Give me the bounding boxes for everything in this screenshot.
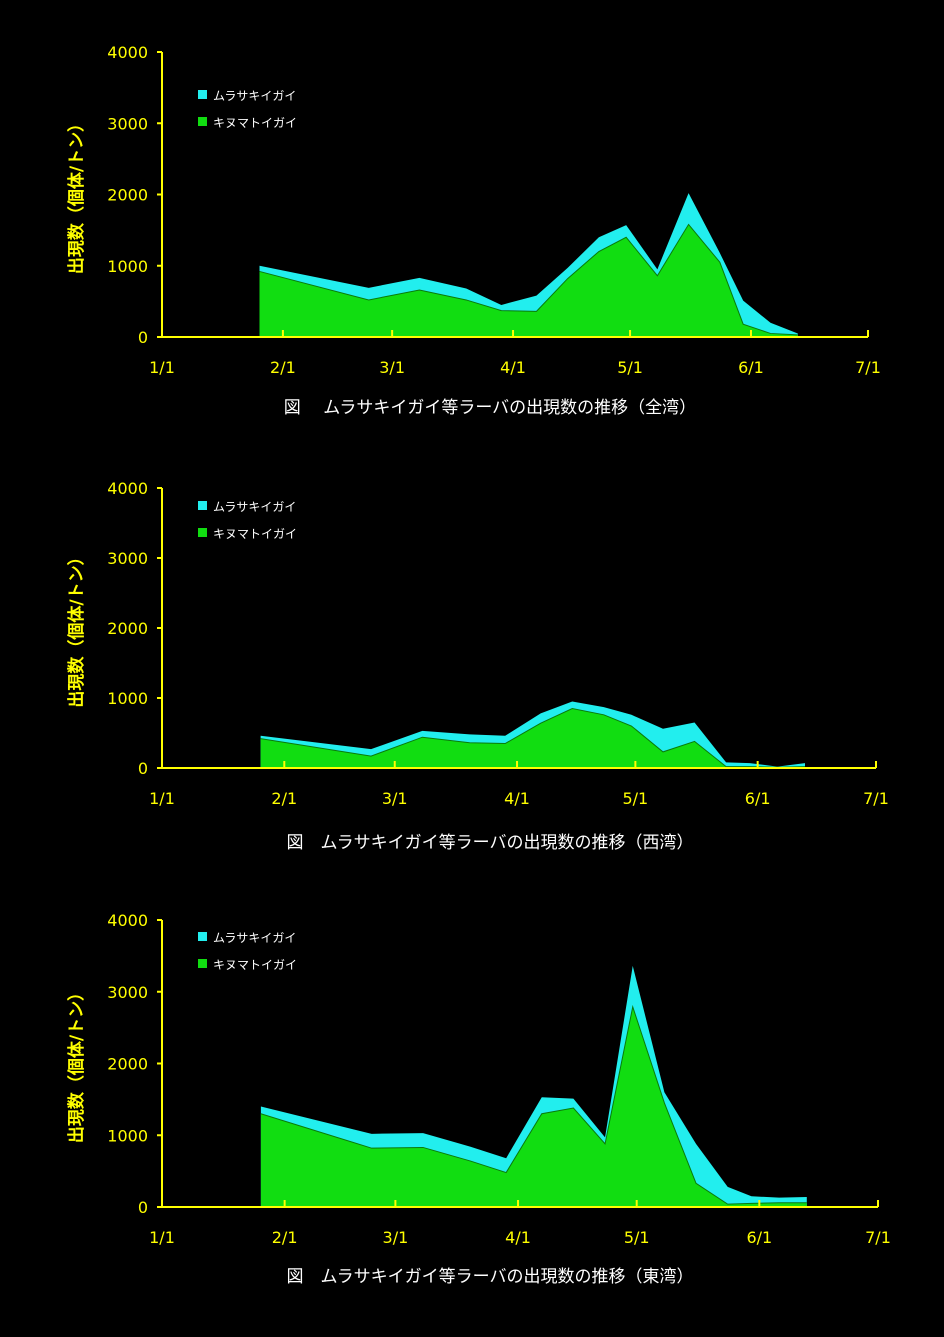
series-boundary-line xyxy=(259,223,798,336)
legend-label: キヌマトイガイ xyxy=(213,958,297,972)
y-tick-label: 1000 xyxy=(107,1126,148,1145)
legend-label: ムラサキイガイ xyxy=(213,89,296,103)
area-series-キヌマトイガイ xyxy=(260,708,805,768)
x-tick-label: 1/1 xyxy=(149,358,175,377)
chart-2: 0 1000 2000 3000 4000 1/1 2/1 3/1 4/1 5/1 6/1 7/1 出現… xyxy=(66,479,889,853)
legend-swatch xyxy=(198,959,207,968)
y-tick-label: 2000 xyxy=(107,186,148,205)
x-tick-label: 2/1 xyxy=(271,789,297,808)
legend-label: ムラサキイガイ xyxy=(213,500,296,514)
y-tick-label: 4000 xyxy=(107,479,148,498)
y-tick-label: 4000 xyxy=(107,911,148,930)
y-tick-label: 0 xyxy=(138,1198,148,1217)
x-tick-label: 6/1 xyxy=(738,358,764,377)
x-tick-label: 1/1 xyxy=(149,1228,175,1247)
x-tick-label: 6/1 xyxy=(745,789,771,808)
chart-3: 0 1000 2000 3000 4000 1/1 2/1 3/1 4/1 5/1 6/1 7/1 出現… xyxy=(66,911,891,1287)
legend-swatch xyxy=(198,528,207,537)
x-tick-label: 4/1 xyxy=(505,1228,531,1247)
series-boundary-line xyxy=(260,707,806,768)
x-tick-label: 7/1 xyxy=(863,789,889,808)
charts-group: 0 1000 2000 3000 4000 1/1 2/1 3/1 4/1 5/1 6/1 7/1 出現… xyxy=(66,43,891,1287)
x-tick-label: 3/1 xyxy=(382,789,408,808)
y-axis-title: 出現数（個体/トン） xyxy=(66,548,87,707)
x-tick-label: 2/1 xyxy=(272,1228,298,1247)
y-tick-label: 3000 xyxy=(107,114,148,133)
y-tick-label: 1000 xyxy=(107,257,148,276)
y-tick-label: 2000 xyxy=(107,619,148,638)
chart-caption: 図 ムラサキイガイ等ラーバの出現数の推移（全湾） xyxy=(284,398,696,418)
y-tick-label: 3000 xyxy=(107,549,148,568)
x-tick-label: 4/1 xyxy=(500,358,526,377)
series-boundary-line xyxy=(260,1004,807,1205)
y-tick-label: 4000 xyxy=(107,43,148,62)
legend-label: キヌマトイガイ xyxy=(213,116,297,130)
x-tick-label: 5/1 xyxy=(617,358,643,377)
legend-label: キヌマトイガイ xyxy=(213,527,297,541)
chart-caption: 図 ムラサキイガイ等ラーバの出現数の推移（東湾） xyxy=(287,1267,694,1287)
x-tick-label: 7/1 xyxy=(855,358,881,377)
legend-label: ムラサキイガイ xyxy=(213,931,296,945)
area-series-キヌマトイガイ xyxy=(260,1006,807,1207)
chart-caption: 図 ムラサキイガイ等ラーバの出現数の推移（西湾） xyxy=(287,833,694,853)
x-tick-label: 1/1 xyxy=(149,789,175,808)
area-series-キヌマトイガイ xyxy=(259,224,798,337)
x-tick-label: 6/1 xyxy=(746,1228,772,1247)
y-tick-label: 0 xyxy=(138,328,148,347)
legend-swatch xyxy=(198,90,207,99)
x-tick-label: 5/1 xyxy=(624,1228,650,1247)
legend-swatch xyxy=(198,501,207,510)
y-axis-title: 出現数（個体/トン） xyxy=(66,115,87,274)
x-tick-label: 5/1 xyxy=(622,789,648,808)
legend-swatch xyxy=(198,932,207,941)
x-tick-label: 3/1 xyxy=(379,358,405,377)
legend-swatch xyxy=(198,117,207,126)
x-tick-label: 2/1 xyxy=(270,358,296,377)
y-tick-label: 2000 xyxy=(107,1055,148,1074)
y-tick-label: 1000 xyxy=(107,689,148,708)
x-tick-label: 4/1 xyxy=(504,789,530,808)
x-tick-label: 3/1 xyxy=(383,1228,409,1247)
y-tick-label: 0 xyxy=(138,759,148,778)
chart-1: 0 1000 2000 3000 4000 1/1 2/1 3/1 4/1 5/1 6/1 7/1 出現… xyxy=(66,43,881,418)
y-axis-title: 出現数（個体/トン） xyxy=(66,984,87,1143)
x-tick-label: 7/1 xyxy=(865,1228,891,1247)
y-tick-label: 3000 xyxy=(107,983,148,1002)
